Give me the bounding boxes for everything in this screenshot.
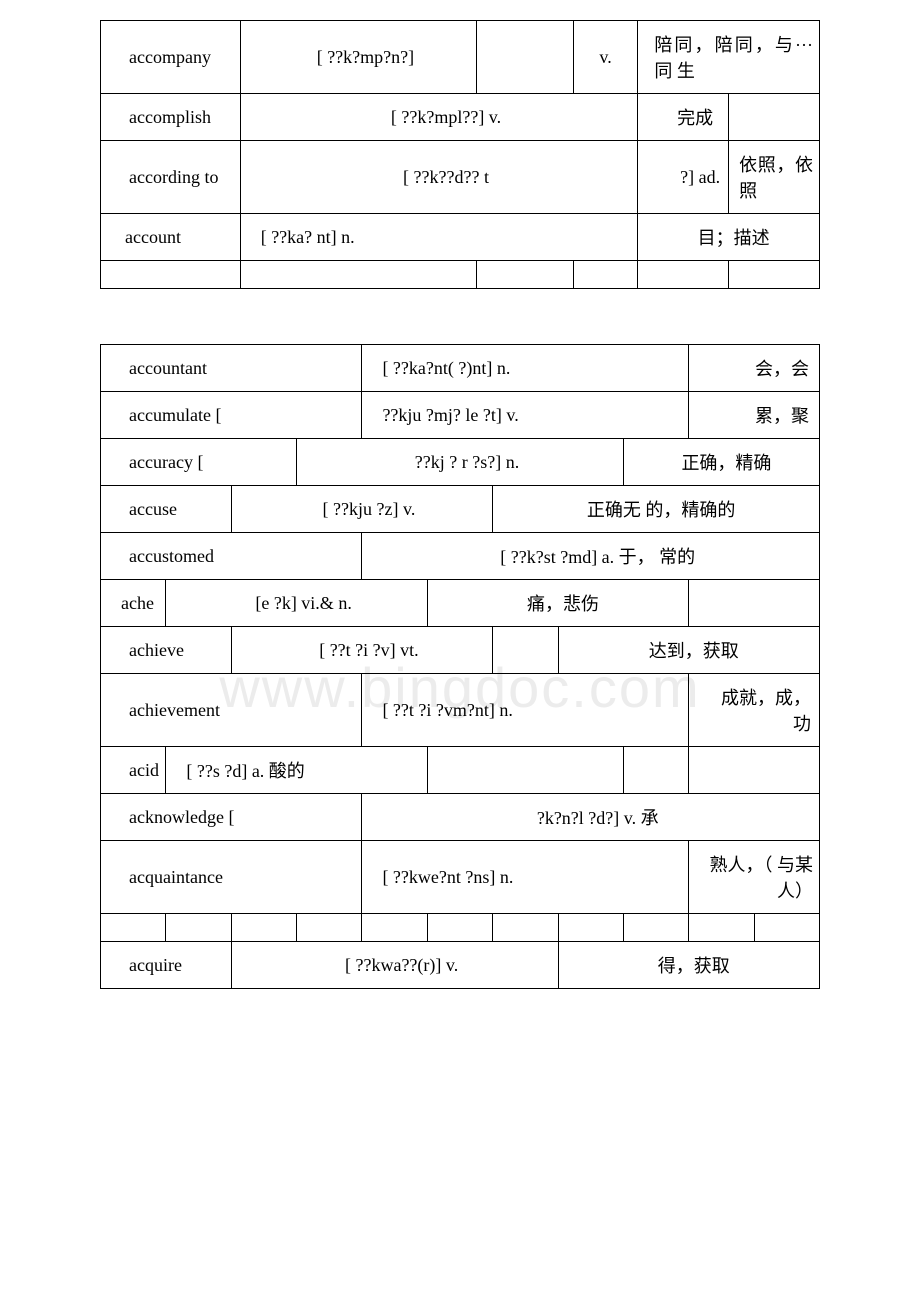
table-row: accumulate [ ??kju ?mj? le ?t] v. 累，聚 — [101, 392, 820, 439]
spacer-cell — [689, 747, 820, 794]
def-cell: 正确无 的，精确的 — [493, 486, 820, 533]
spacer-cell — [623, 914, 688, 942]
def-cell: 完成 — [638, 94, 729, 141]
word-cell: acid — [101, 747, 166, 794]
table-row: ache [e ?k] vi.& n. 痛，悲伤 — [101, 580, 820, 627]
table-row: accompany [ ??k?mp?n?] v. 陪同，陪同，与···同 生 — [101, 21, 820, 94]
vocab-table-2: accountant [ ??ka?nt( ?)nt] n. 会，会 accum… — [100, 344, 820, 989]
def-cell: 依照，依照 — [729, 141, 820, 214]
def-cell: 成就，成，功 — [689, 674, 820, 747]
table-row: achieve [ ??t ?i ?v] vt. 达到，获取 — [101, 627, 820, 674]
def-cell: 达到，获取 — [558, 627, 819, 674]
word-cell: accuse — [101, 486, 232, 533]
table-row: accuse [ ??kju ?z] v. 正确无 的，精确的 — [101, 486, 820, 533]
spacer-cell — [729, 261, 820, 289]
spacer-cell — [729, 94, 820, 141]
word-cell: achieve — [101, 627, 232, 674]
def-cell: 痛，悲伤 — [427, 580, 688, 627]
phon-cell: [ ??k?mpl??] v. — [240, 94, 638, 141]
word-cell: accustomed — [101, 533, 362, 580]
spacer-cell — [477, 261, 574, 289]
table-row: acid [ ??s ?d] a. 酸的 — [101, 747, 820, 794]
table-row — [101, 261, 820, 289]
word-cell: accountant — [101, 345, 362, 392]
table-row: accountant [ ??ka?nt( ?)nt] n. 会，会 — [101, 345, 820, 392]
phon-cell: ??kj ? r ?s?] n. — [297, 439, 624, 486]
def-cell: 会，会 — [689, 345, 820, 392]
table-row: acquaintance [ ??kwe?nt ?ns] n. 熟人，（ 与某人… — [101, 841, 820, 914]
table-row: according to [ ??k??d?? t ?] ad. 依照，依照 — [101, 141, 820, 214]
phon-cell: [ ??k?st ?md] a. 于， 常的 — [362, 533, 820, 580]
table-row: achievement [ ??t ?i ?vm?nt] n. 成就，成，功 — [101, 674, 820, 747]
word-cell: acknowledge [ — [101, 794, 362, 841]
def-cell: 得，获取 — [558, 942, 819, 989]
table-row: account [ ??ka? nt] n. 目；描述 — [101, 214, 820, 261]
phon-cell: [ ??kwa??(r)] v. — [231, 942, 558, 989]
spacer-cell — [689, 914, 754, 942]
def-cell: 熟人，（ 与某人） — [689, 841, 820, 914]
def-cell: 正确，精确 — [623, 439, 819, 486]
spacer-cell — [166, 914, 231, 942]
def-cell: 陪同，陪同，与···同 生 — [638, 21, 820, 94]
spacer-cell — [558, 914, 623, 942]
spacer-cell — [101, 914, 166, 942]
phon-cell: [ ??ka? nt] n. — [240, 214, 638, 261]
spacer-cell — [240, 261, 476, 289]
spacer-cell — [638, 261, 729, 289]
phon-cell: ?k?n?l ?d?] v. 承 — [362, 794, 820, 841]
word-cell: acquire — [101, 942, 232, 989]
pos-cell: v. — [573, 21, 637, 94]
spacer-cell — [477, 21, 574, 94]
spacer-cell — [362, 914, 427, 942]
table-row: accomplish [ ??k?mpl??] v. 完成 — [101, 94, 820, 141]
word-cell: accuracy [ — [101, 439, 297, 486]
spacer-cell — [493, 914, 558, 942]
pos-cell: ?] ad. — [638, 141, 729, 214]
spacer-cell — [493, 627, 558, 674]
spacer-cell — [297, 914, 362, 942]
table-row: acquire [ ??kwa??(r)] v. 得，获取 — [101, 942, 820, 989]
table-row: acknowledge [ ?k?n?l ?d?] v. 承 — [101, 794, 820, 841]
spacer-cell — [231, 914, 296, 942]
word-cell: acquaintance — [101, 841, 362, 914]
spacer-cell — [427, 747, 623, 794]
word-cell: accomplish — [101, 94, 241, 141]
word-cell: accumulate [ — [101, 392, 362, 439]
table-row: accuracy [ ??kj ? r ?s?] n. 正确，精确 — [101, 439, 820, 486]
phon-cell: [ ??t ?i ?vm?nt] n. — [362, 674, 689, 747]
table-row: accustomed [ ??k?st ?md] a. 于， 常的 — [101, 533, 820, 580]
phon-cell: [e ?k] vi.& n. — [166, 580, 427, 627]
spacer-cell — [754, 914, 819, 942]
def-cell: 目；描述 — [638, 214, 820, 261]
word-cell: ache — [101, 580, 166, 627]
word-cell: according to — [101, 141, 241, 214]
table-row — [101, 914, 820, 942]
word-cell: achievement — [101, 674, 362, 747]
spacer-cell — [623, 747, 688, 794]
phon-cell: [ ??k??d?? t — [240, 141, 638, 214]
word-cell: accompany — [101, 21, 241, 94]
phon-cell: [ ??t ?i ?v] vt. — [231, 627, 492, 674]
def-cell: 累，聚 — [689, 392, 820, 439]
spacer-cell — [689, 580, 820, 627]
phon-cell: [ ??ka?nt( ?)nt] n. — [362, 345, 689, 392]
phon-cell: [ ??kwe?nt ?ns] n. — [362, 841, 689, 914]
spacer-cell — [573, 261, 637, 289]
spacer-cell — [427, 914, 492, 942]
phon-cell: [ ??kju ?z] v. — [231, 486, 492, 533]
vocab-table-1: accompany [ ??k?mp?n?] v. 陪同，陪同，与···同 生 … — [100, 20, 820, 289]
spacer-cell — [101, 261, 241, 289]
phon-cell: ??kju ?mj? le ?t] v. — [362, 392, 689, 439]
phon-cell: [ ??s ?d] a. 酸的 — [166, 747, 427, 794]
phon-cell: [ ??k?mp?n?] — [240, 21, 476, 94]
word-cell: account — [101, 214, 241, 261]
